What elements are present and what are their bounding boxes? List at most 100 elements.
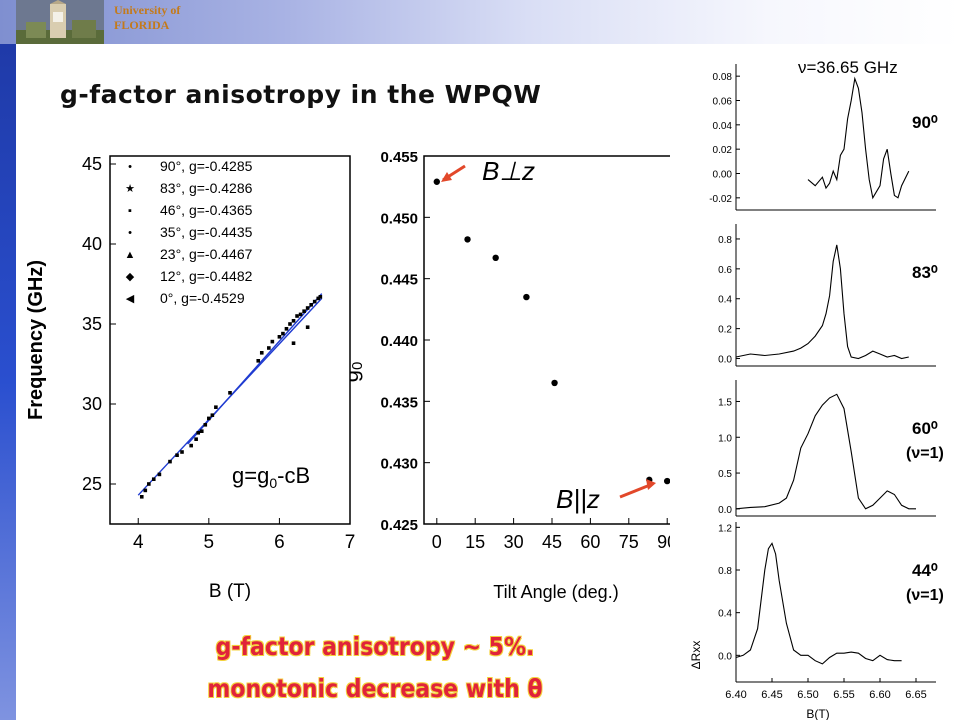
- data-point: [270, 339, 275, 344]
- frequency-title: ν=36.65 GHz: [798, 58, 898, 77]
- y-tick-label: 1.5: [718, 397, 732, 408]
- y-tick-label: 0.430: [380, 456, 418, 473]
- y-tick-label: 0.04: [713, 121, 733, 132]
- y-tick-label: 0.08: [713, 72, 733, 83]
- parallel-annotation: B||z: [556, 484, 600, 514]
- data-point: [316, 296, 321, 301]
- arrow-perp-head: [441, 172, 452, 182]
- y-tick-label: 0.2: [718, 325, 732, 336]
- x-tick-label: 6.65: [905, 689, 926, 701]
- arrow-parallel: [619, 483, 651, 499]
- data-point: [281, 331, 285, 336]
- x-tick-label: 75: [619, 532, 639, 552]
- y-tick-label: 40: [82, 234, 102, 254]
- data-point: [147, 482, 151, 486]
- x-tick-label: 7: [345, 532, 356, 553]
- x-tick-label: 6.50: [797, 689, 818, 701]
- legend-marker: ◀: [126, 293, 135, 305]
- data-point: [433, 178, 440, 185]
- panel-angle-label: 60⁰: [912, 419, 938, 438]
- y-tick-label: 0.4: [718, 609, 732, 620]
- plot-frame: [423, 155, 670, 525]
- legend-entry: 23°, g=-0.4467: [160, 246, 253, 262]
- y-tick-label: 0.435: [380, 394, 418, 411]
- y-tick-label: 1.0: [718, 433, 732, 444]
- y-tick-label: 1.2: [718, 523, 732, 534]
- data-point: [464, 236, 471, 243]
- data-point: [291, 319, 296, 323]
- y-tick-label: 0.445: [380, 272, 418, 289]
- y-tick-label: 0.8: [718, 235, 732, 246]
- x-tick-label: 45: [542, 532, 562, 552]
- data-point: [288, 322, 292, 326]
- x-tick-label: 6.60: [869, 689, 890, 701]
- rxx-panel: 0.0 0.4 0.8 1.2 44⁰ (ν=1): [718, 522, 944, 683]
- data-point: [664, 477, 670, 485]
- data-point: [199, 429, 204, 433]
- data-point: [194, 437, 198, 441]
- y-tick-label: 0.0: [718, 505, 732, 516]
- x-tick-label: 6.40: [725, 689, 746, 701]
- rxx-panels-chart: ν=36.65 GHz -0.02 0.00 0.02 0.04 0.06 0.08 90⁰…: [689, 58, 944, 720]
- panel-angle-label: 90⁰: [912, 113, 938, 132]
- y-tick-label: 0.0: [718, 651, 732, 662]
- legend-entry: 12°, g=-0.4482: [160, 268, 253, 284]
- x-tick-label: 6.45: [761, 689, 782, 701]
- x-tick-label: 90: [657, 532, 670, 552]
- y-axis-label: ΔRxx: [689, 641, 703, 670]
- data-point: [318, 295, 323, 299]
- legend-marker: ▪: [128, 205, 132, 217]
- arrow-parallel-head: [646, 479, 656, 490]
- legend-entry: 90°, g=-0.4285: [160, 158, 253, 174]
- rxx-panel: 0.0 0.2 0.4 0.6 0.8 83⁰: [718, 224, 938, 367]
- header-bar: [0, 0, 960, 44]
- rxx-trace: [735, 393, 916, 510]
- data-point: [305, 325, 310, 329]
- tower-icon: [16, 0, 104, 44]
- data-point: [139, 495, 144, 499]
- data-point: [523, 293, 530, 301]
- y-tick-label: 0.450: [380, 210, 418, 227]
- data-point: [168, 459, 172, 464]
- university-logo-text: University of FLORIDA: [114, 3, 180, 33]
- data-point: [295, 314, 299, 318]
- perp-annotation: B⊥z: [482, 156, 535, 186]
- page-title: g-factor anisotropy in the WPQW: [60, 80, 542, 109]
- data-point: [143, 488, 148, 493]
- rxx-trace: [735, 244, 909, 360]
- x-axis-label: B (T): [209, 581, 251, 602]
- legend-marker: ◆: [126, 271, 135, 283]
- panel-angle-label: 83⁰: [912, 263, 938, 282]
- data-point: [277, 335, 282, 339]
- panel-filling-label: (ν=1): [906, 445, 944, 462]
- g0-vs-tilt-chart: 0 15 30 45 60 75 90 0.425 0.430 0.435 0.440 0.445 0.…: [350, 149, 670, 602]
- university-line2: FLORIDA: [114, 18, 170, 32]
- y-tick-label: 0.0: [718, 355, 732, 366]
- plot-frame: [109, 155, 351, 525]
- x-tick-label: 60: [580, 532, 600, 552]
- legend-entry: 35°, g=-0.4435: [160, 224, 253, 240]
- y-tick-label: 0.00: [713, 170, 733, 181]
- rxx-trace: [735, 542, 902, 665]
- x-tick-label: 4: [133, 532, 144, 553]
- left-stripe: [0, 44, 16, 720]
- data-point: [309, 303, 313, 307]
- data-point: [267, 346, 271, 350]
- y-tick-label: 0.8: [718, 566, 732, 577]
- legend-entry: 0°, g=-0.4529: [160, 290, 245, 306]
- y-axis-label: g0: [350, 362, 366, 383]
- panel-filling-label: (ν=1): [906, 587, 944, 604]
- legend-entry: 83°, g=-0.4286: [160, 180, 253, 196]
- y-tick-label: 0.4: [718, 295, 732, 306]
- x-tick-label: 5: [204, 532, 215, 553]
- data-point: [203, 423, 208, 427]
- legend-marker: •: [128, 227, 132, 239]
- y-tick-label: 0.6: [718, 265, 732, 276]
- data-point: [302, 309, 306, 313]
- data-point: [312, 299, 317, 304]
- y-tick-label: -0.02: [709, 194, 732, 205]
- data-point: [305, 306, 310, 310]
- y-tick-label: 0.06: [713, 97, 733, 108]
- data-point: [259, 351, 264, 355]
